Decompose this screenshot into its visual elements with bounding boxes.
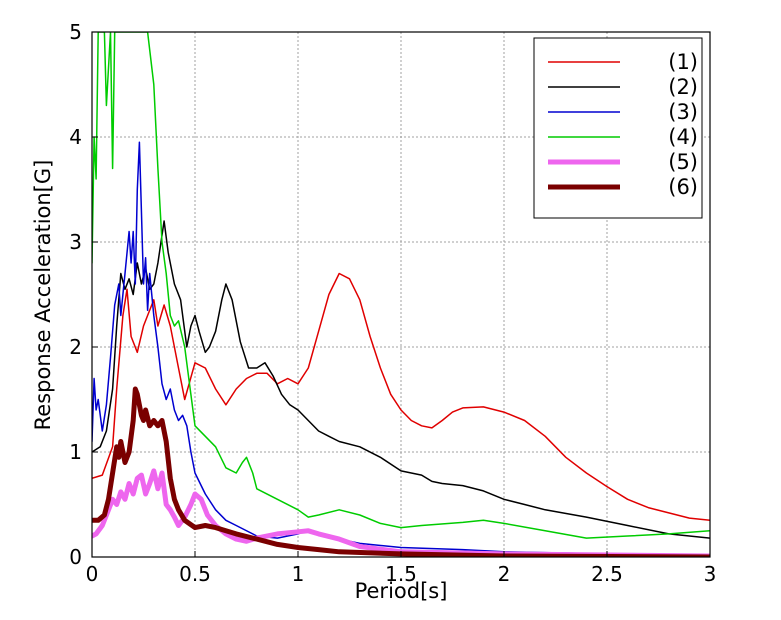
y-tick-label: 3	[69, 230, 82, 254]
x-tick-label: 1.5	[385, 562, 417, 586]
legend-label-5: (5)	[668, 150, 698, 174]
legend-label-4: (4)	[668, 125, 698, 149]
legend-label-6: (6)	[668, 175, 698, 199]
series-line-2	[92, 220, 710, 539]
series-line-6	[92, 386, 710, 557]
axes: 0 0.5 1 1.5 2 2.5 3 0 1 2 3 4 5	[69, 20, 716, 586]
x-tick-label: 2.5	[591, 562, 623, 586]
y-axis-label: Response Acceleration[G]	[31, 160, 55, 431]
legend-label-1: (1)	[668, 50, 698, 74]
x-tick-label: 0	[86, 562, 99, 586]
y-tick-label: 0	[69, 545, 82, 569]
y-tick-label: 1	[69, 440, 82, 464]
series-line-5	[92, 468, 710, 557]
legend-label-3: (3)	[668, 100, 698, 124]
y-tick-label: 4	[69, 125, 82, 149]
series-line-1	[92, 272, 710, 522]
x-axis-label: Period[s]	[355, 579, 448, 603]
legend: (1)(2)(3)(4)(5)(6)	[533, 37, 703, 219]
series-lines	[92, 32, 710, 557]
y-tick-label: 5	[69, 20, 82, 44]
legend-label-2: (2)	[668, 75, 698, 99]
x-tick-label: 2	[498, 562, 511, 586]
y-tick-label: 2	[69, 335, 82, 359]
x-tick-label: 0.5	[179, 562, 211, 586]
series-line-4	[92, 32, 710, 539]
x-tick-label: 3	[704, 562, 717, 586]
x-tick-label: 1	[292, 562, 305, 586]
